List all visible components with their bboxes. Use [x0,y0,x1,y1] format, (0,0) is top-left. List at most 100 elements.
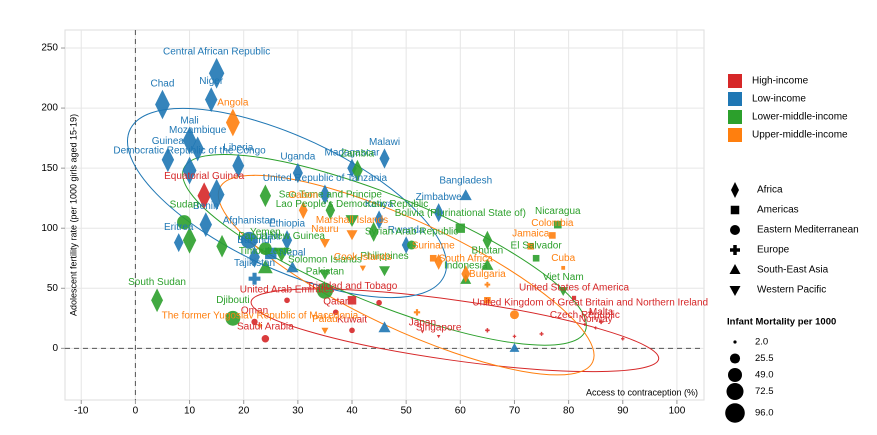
cross-marker [248,272,261,285]
circle-marker [261,334,270,343]
legend-swatch [728,92,742,106]
point-label: Bolivia (Plurinational State of) [395,208,526,219]
legend-label: Low-income [752,94,806,105]
diamond-marker [191,136,204,162]
point-label: Sao Tome and Principe [279,189,383,200]
cross-marker [485,328,490,333]
size-legend-label: 49.0 [755,370,774,381]
size-legend-marker [733,340,737,344]
legend-label: Americas [757,205,799,216]
square-marker [347,296,357,305]
legend-label: Western Pacific [757,285,826,296]
point-label: Cuba [551,253,575,264]
diamond-marker [298,201,308,219]
point-label: Niger [199,76,224,87]
diamond-marker [352,159,363,182]
point-label: Bangladesh [439,176,492,187]
circle-marker [240,231,258,249]
size-legend-marker [729,353,741,364]
triangle-down-marker [319,269,331,280]
x-tick-label: 50 [401,406,413,417]
triangle-up-marker [729,264,741,274]
diamond-marker [232,153,245,178]
cross-marker [598,319,604,325]
square-marker [455,223,465,233]
point-label: Saudi Arabia [237,321,294,332]
x-tick-label: 0 [133,406,139,417]
point-label: Angola [217,97,249,108]
point-label: Bulgaria [469,269,506,280]
point-label: United Republic of Tanzania [263,173,388,184]
legend-label: Europe [757,245,790,256]
diamond-marker [461,265,471,283]
point-label: Syrian Arab Republic [365,227,458,238]
circle-marker [349,327,355,334]
triangle-up-marker [459,189,472,201]
point-label: Philippines [360,251,408,262]
point-label: Mali [180,115,198,126]
legend-label: Lower-middle-income [752,112,848,123]
size-legend-label: 96.0 [755,408,774,419]
points [151,57,625,352]
diamond-marker [199,212,212,238]
point-label: Rwanda [388,225,425,236]
point-label: Suriname [412,241,455,252]
point-label: Benin [193,201,219,212]
square-marker [549,232,556,239]
x-tick-label: 10 [184,406,196,417]
point-label: Yemen [250,227,281,238]
legend-label: High-income [752,76,809,87]
point-label: Nauru [311,224,338,235]
point-label: Kuwait [337,314,367,325]
triangle-down-marker [345,215,359,227]
y-axis-label: Adolescent fertility rate (per 1000 girl… [68,114,78,316]
legend: High-income Low-income Lower-middle-income… [725,74,859,423]
point-label: Democratic Republic of the Congo [113,145,266,156]
legend-swatch [728,110,742,124]
size-legend-label: 2.0 [755,337,768,348]
diamond-marker [434,253,443,270]
point-label: Sudan [170,200,199,211]
square-marker [553,220,562,229]
point-labels: Equatorial Guinea United Arab EmiratesTri… [113,47,708,334]
circle-marker [407,240,417,250]
cross-marker [621,337,625,341]
legend-swatch [728,128,742,142]
y-tick-label: 0 [52,343,58,354]
triangle-down-marker [379,266,390,277]
x-tick-label: 20 [238,406,250,417]
point-label: Tajikistan [234,258,275,269]
point-label: El Salvador [511,241,563,252]
point-label: Afghanistan [223,215,276,226]
point-label: Ethiopia [269,219,306,230]
point-label: Zambia [341,148,375,159]
cross-marker [594,326,598,330]
diamond-marker [182,126,197,155]
point-label: Mozambique [169,125,227,136]
diamond-marker [182,156,197,185]
point-label: Czech Republic [550,310,620,321]
point-label: Central African Republic [163,47,270,58]
triangle-up-marker [481,258,494,270]
square-marker [484,297,491,304]
point-label: Nepal [279,248,305,259]
point-label: Oman [241,305,268,316]
group-ellipse [127,107,448,299]
point-label: United States of America [519,283,629,294]
point-label: Kenya [365,199,394,210]
point-label: The former Yugoslav Republic of Macedoni… [162,311,359,322]
circle-marker [251,318,258,326]
group-ellipse [250,288,660,373]
point-label: Bhutan [472,245,504,256]
point-label: Palau [312,314,338,325]
point-label: South Sudan [128,277,186,288]
triangle-up-marker [378,321,391,333]
point-label: Madagascar [324,147,380,158]
point-label: Burundi [237,235,271,246]
diamond-marker [173,233,184,253]
size-legend-marker [728,368,742,382]
x-tick-label: 70 [509,406,521,417]
point-label: Jamaica [512,229,550,240]
diamond-marker [281,230,293,251]
grid: -10 0 10 20 30 40 50 60 70 80 90 100 0 50 100 150 200 250 [41,30,704,417]
